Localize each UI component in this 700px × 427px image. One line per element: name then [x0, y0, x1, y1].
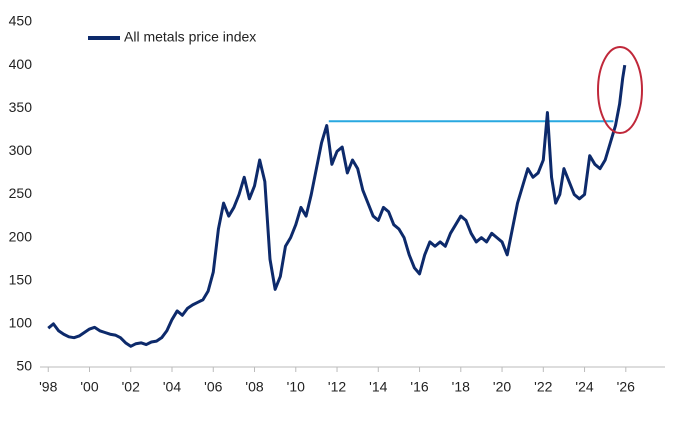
x-tick-label: '22 — [534, 379, 552, 395]
x-tick-label: '14 — [369, 379, 387, 395]
y-tick-label: 450 — [9, 13, 33, 29]
y-tick-label: 400 — [9, 56, 33, 72]
x-tick-label: '04 — [163, 379, 181, 395]
y-tick-label: 100 — [9, 315, 33, 331]
legend-label: All metals price index — [124, 29, 256, 45]
y-tick-label: 150 — [9, 271, 33, 287]
x-tick-label: '10 — [287, 379, 305, 395]
y-tick-label: 200 — [9, 228, 33, 244]
highlight-ellipse — [597, 46, 643, 134]
x-tick-label: '26 — [617, 379, 635, 395]
x-tick-label: '08 — [245, 379, 263, 395]
x-tick-label: '06 — [204, 379, 222, 395]
y-tick-label: 50 — [16, 358, 32, 374]
data-line — [47, 64, 627, 348]
x-tick-label: '00 — [80, 379, 98, 395]
x-tick-label: '18 — [452, 379, 470, 395]
x-tick-label: '24 — [575, 379, 593, 395]
y-tick-label: 250 — [9, 185, 33, 201]
x-tick-label: '12 — [328, 379, 346, 395]
x-tick-label: '20 — [493, 379, 511, 395]
y-tick-label: 300 — [9, 142, 33, 158]
y-tick-label: 350 — [9, 99, 33, 115]
x-tick-label: '98 — [39, 379, 57, 395]
x-tick-label: '16 — [410, 379, 428, 395]
x-tick-label: '02 — [122, 379, 140, 395]
plot: 50 100 150 200 250 300 350 400 450 '98 '00 '02 '04 '0… — [9, 13, 665, 395]
